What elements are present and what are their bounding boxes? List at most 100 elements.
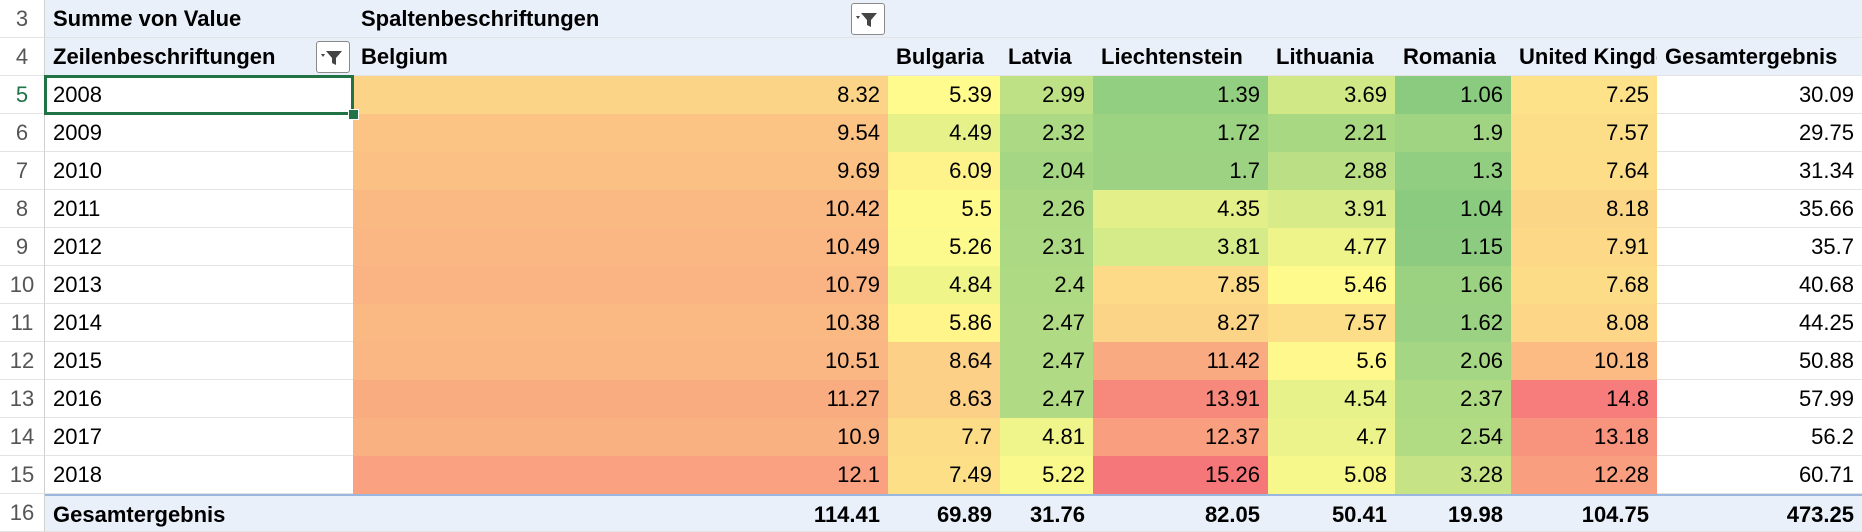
value-cell[interactable]: 14.8 xyxy=(1511,380,1657,418)
value-cell[interactable]: 5.26 xyxy=(888,228,1000,266)
value-cell[interactable]: 8.32 xyxy=(353,76,888,114)
value-cell[interactable]: 2.21 xyxy=(1268,114,1395,152)
value-cell[interactable]: 4.54 xyxy=(1268,380,1395,418)
value-cell[interactable]: 1.7 xyxy=(1093,152,1268,190)
value-cell[interactable]: 1.06 xyxy=(1395,76,1511,114)
value-cell[interactable]: 7.64 xyxy=(1511,152,1657,190)
value-cell[interactable]: 7.57 xyxy=(1511,114,1657,152)
value-cell[interactable]: 2.88 xyxy=(1268,152,1395,190)
row-total[interactable]: 35.7 xyxy=(1657,228,1862,266)
value-cell[interactable]: 1.39 xyxy=(1093,76,1268,114)
value-cell[interactable]: 4.77 xyxy=(1268,228,1395,266)
value-cell[interactable]: 12.28 xyxy=(1511,456,1657,494)
value-cell[interactable]: 1.15 xyxy=(1395,228,1511,266)
value-cell[interactable]: 7.57 xyxy=(1268,304,1395,342)
value-cell[interactable]: 5.39 xyxy=(888,76,1000,114)
row-total[interactable]: 30.09 xyxy=(1657,76,1862,114)
row-total[interactable]: 50.88 xyxy=(1657,342,1862,380)
row-total[interactable]: 31.34 xyxy=(1657,152,1862,190)
value-cell[interactable]: 7.49 xyxy=(888,456,1000,494)
row-total[interactable]: 57.99 xyxy=(1657,380,1862,418)
value-cell[interactable]: 2.47 xyxy=(1000,380,1093,418)
value-cell[interactable]: 9.54 xyxy=(353,114,888,152)
value-cell[interactable]: 10.42 xyxy=(353,190,888,228)
value-cell[interactable]: 3.69 xyxy=(1268,76,1395,114)
filter-button[interactable] xyxy=(316,41,350,73)
value-cell[interactable]: 10.9 xyxy=(353,418,888,456)
value-cell[interactable]: 8.18 xyxy=(1511,190,1657,228)
value-cell[interactable]: 2.32 xyxy=(1000,114,1093,152)
value-cell[interactable]: 1.9 xyxy=(1395,114,1511,152)
value-cell[interactable]: 12.1 xyxy=(353,456,888,494)
value-cell[interactable]: 10.51 xyxy=(353,342,888,380)
row-label-cell[interactable]: 2017 xyxy=(45,418,353,456)
value-cell[interactable]: 2.31 xyxy=(1000,228,1093,266)
value-cell[interactable]: 4.84 xyxy=(888,266,1000,304)
value-cell[interactable]: 5.5 xyxy=(888,190,1000,228)
value-cell[interactable]: 13.18 xyxy=(1511,418,1657,456)
row-total[interactable]: 60.71 xyxy=(1657,456,1862,494)
value-cell[interactable]: 8.64 xyxy=(888,342,1000,380)
value-cell[interactable]: 5.46 xyxy=(1268,266,1395,304)
value-cell[interactable]: 8.63 xyxy=(888,380,1000,418)
row-label-cell[interactable]: 2013 xyxy=(45,266,353,304)
fill-handle[interactable] xyxy=(348,109,359,120)
value-cell[interactable]: 13.91 xyxy=(1093,380,1268,418)
value-cell[interactable]: 2.37 xyxy=(1395,380,1511,418)
row-total[interactable]: 44.25 xyxy=(1657,304,1862,342)
value-cell[interactable]: 10.79 xyxy=(353,266,888,304)
value-cell[interactable]: 5.86 xyxy=(888,304,1000,342)
value-cell[interactable]: 11.42 xyxy=(1093,342,1268,380)
value-cell[interactable]: 12.37 xyxy=(1093,418,1268,456)
row-label-cell[interactable]: 2010 xyxy=(45,152,353,190)
value-cell[interactable]: 3.81 xyxy=(1093,228,1268,266)
value-cell[interactable]: 1.3 xyxy=(1395,152,1511,190)
value-cell[interactable]: 10.38 xyxy=(353,304,888,342)
value-cell[interactable]: 2.4 xyxy=(1000,266,1093,304)
value-cell[interactable]: 8.27 xyxy=(1093,304,1268,342)
row-total[interactable]: 35.66 xyxy=(1657,190,1862,228)
value-cell[interactable]: 15.26 xyxy=(1093,456,1268,494)
row-label-cell[interactable]: 2014 xyxy=(45,304,353,342)
row-label-cell[interactable]: 2016 xyxy=(45,380,353,418)
value-cell[interactable]: 7.7 xyxy=(888,418,1000,456)
value-cell[interactable]: 2.47 xyxy=(1000,342,1093,380)
row-label-cell[interactable]: 2018 xyxy=(45,456,353,494)
row-label-cell[interactable]: 2015 xyxy=(45,342,353,380)
value-cell[interactable]: 8.08 xyxy=(1511,304,1657,342)
value-cell[interactable]: 4.35 xyxy=(1093,190,1268,228)
row-total[interactable]: 40.68 xyxy=(1657,266,1862,304)
value-cell[interactable]: 2.06 xyxy=(1395,342,1511,380)
value-cell[interactable]: 4.81 xyxy=(1000,418,1093,456)
value-cell[interactable]: 10.49 xyxy=(353,228,888,266)
value-cell[interactable]: 7.91 xyxy=(1511,228,1657,266)
value-cell[interactable]: 2.47 xyxy=(1000,304,1093,342)
value-cell[interactable]: 4.49 xyxy=(888,114,1000,152)
row-label-cell[interactable]: 2012 xyxy=(45,228,353,266)
value-cell[interactable]: 3.91 xyxy=(1268,190,1395,228)
value-cell[interactable]: 5.08 xyxy=(1268,456,1395,494)
row-label-cell[interactable]: 2011 xyxy=(45,190,353,228)
value-cell[interactable]: 1.66 xyxy=(1395,266,1511,304)
row-total[interactable]: 56.2 xyxy=(1657,418,1862,456)
value-cell[interactable]: 1.62 xyxy=(1395,304,1511,342)
value-cell[interactable]: 10.18 xyxy=(1511,342,1657,380)
value-cell[interactable]: 2.04 xyxy=(1000,152,1093,190)
value-cell[interactable]: 5.6 xyxy=(1268,342,1395,380)
value-cell[interactable]: 3.28 xyxy=(1395,456,1511,494)
value-cell[interactable]: 1.72 xyxy=(1093,114,1268,152)
value-cell[interactable]: 6.09 xyxy=(888,152,1000,190)
value-cell[interactable]: 7.25 xyxy=(1511,76,1657,114)
value-cell[interactable]: 7.85 xyxy=(1093,266,1268,304)
value-cell[interactable]: 5.22 xyxy=(1000,456,1093,494)
value-cell[interactable]: 2.26 xyxy=(1000,190,1093,228)
value-cell[interactable]: 9.69 xyxy=(353,152,888,190)
row-label-cell[interactable]: 2009 xyxy=(45,114,353,152)
value-cell[interactable]: 2.99 xyxy=(1000,76,1093,114)
value-cell[interactable]: 11.27 xyxy=(353,380,888,418)
value-cell[interactable]: 7.68 xyxy=(1511,266,1657,304)
filter-button[interactable] xyxy=(851,3,885,35)
row-total[interactable]: 29.75 xyxy=(1657,114,1862,152)
value-cell[interactable]: 2.54 xyxy=(1395,418,1511,456)
value-cell[interactable]: 1.04 xyxy=(1395,190,1511,228)
